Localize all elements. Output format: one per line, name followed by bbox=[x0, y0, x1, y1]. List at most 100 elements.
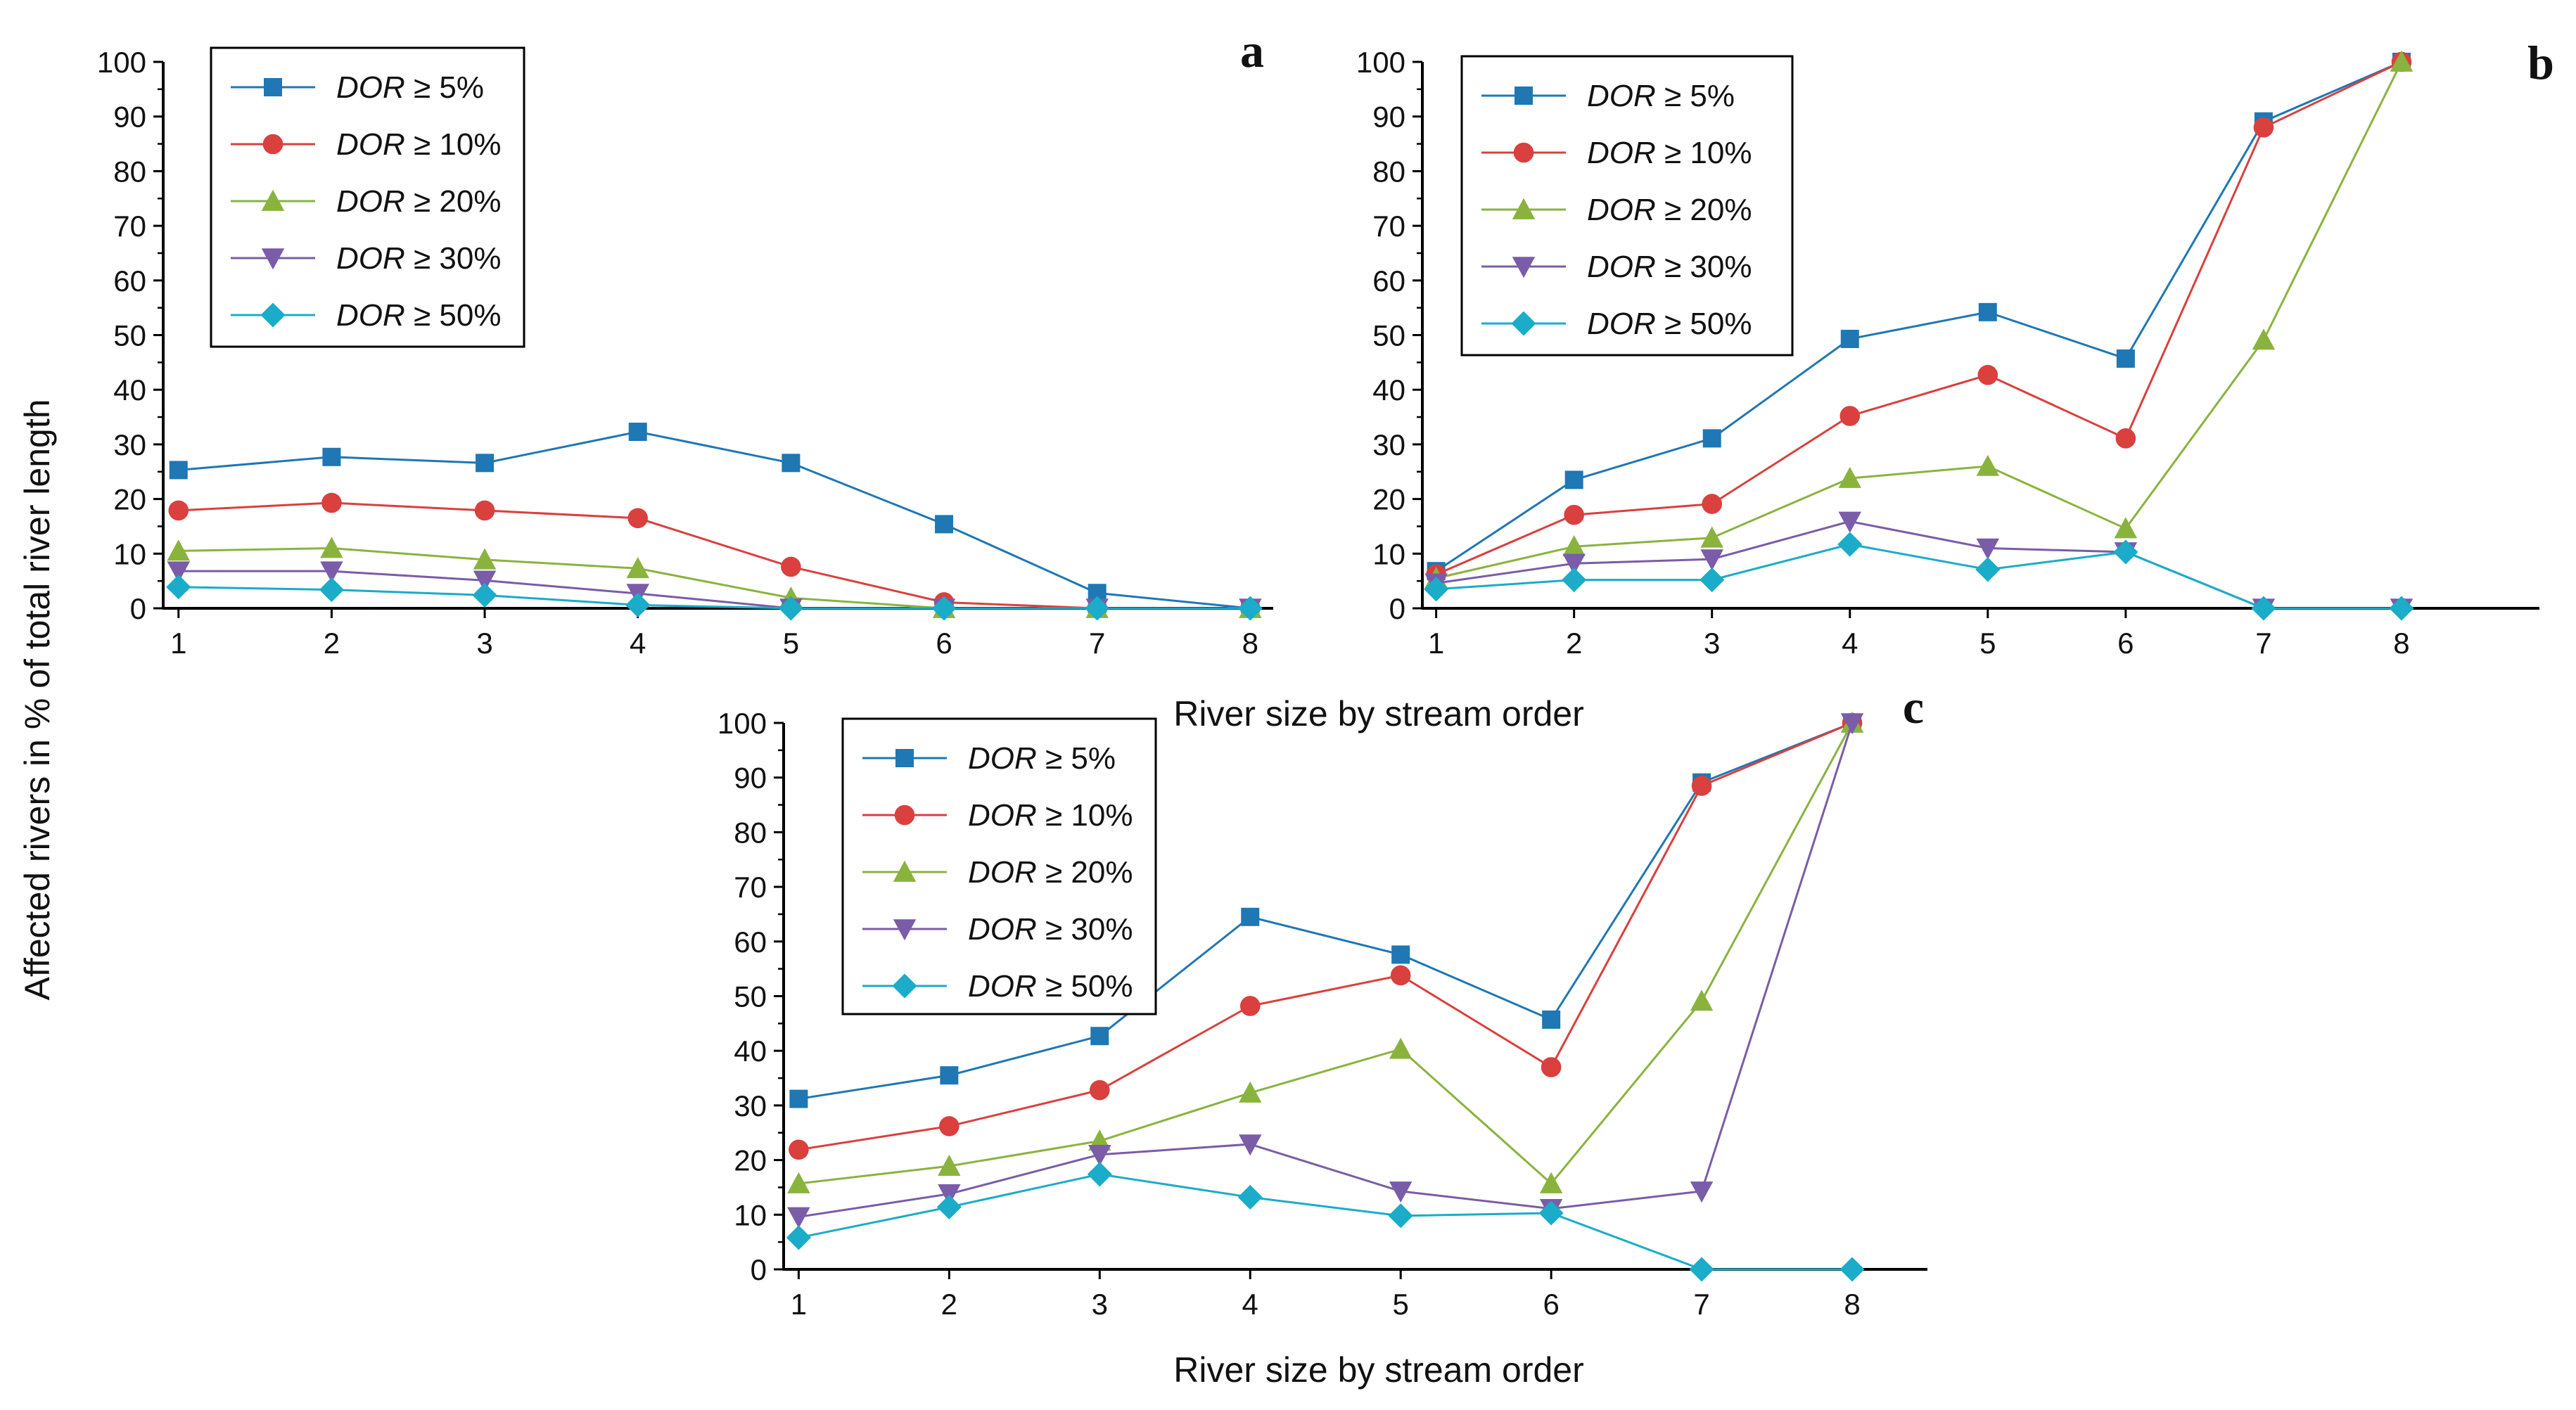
legend-label-suffix: ≥ 50% bbox=[1656, 307, 1752, 341]
y-tick-label: 0 bbox=[130, 592, 146, 625]
y-tick-label: 100 bbox=[718, 707, 767, 740]
data-point-dor10 bbox=[1390, 965, 1411, 986]
data-point-dor30 bbox=[787, 1207, 810, 1229]
legend-label: DOR ≥ 30% bbox=[1587, 250, 1752, 284]
y-tick-label: 60 bbox=[1372, 264, 1405, 297]
data-point-dor50 bbox=[2389, 596, 2414, 621]
legend-label-suffix: ≥ 30% bbox=[1656, 250, 1752, 284]
x-axis-label: River size by stream order bbox=[1173, 1350, 1584, 1390]
data-point-dor50 bbox=[1975, 557, 2001, 582]
data-point-dor10 bbox=[1564, 504, 1584, 525]
x-tick-label: 2 bbox=[1566, 627, 1582, 660]
legend-label-prefix: DOR bbox=[968, 741, 1037, 776]
series-line-dor50 bbox=[178, 586, 1251, 610]
x-tick-label: 8 bbox=[1242, 627, 1258, 660]
data-point-dor20 bbox=[938, 1154, 961, 1176]
y-tick-label: 80 bbox=[1372, 155, 1405, 188]
legend-label-suffix: ≥ 10% bbox=[405, 127, 502, 162]
data-point-dor50 bbox=[931, 596, 957, 621]
legend-label: DOR ≥ 50% bbox=[1587, 307, 1752, 341]
legend-label-prefix: DOR bbox=[336, 70, 405, 105]
panel-letter: a bbox=[1240, 24, 1264, 77]
legend-entry: DOR ≥ 50% bbox=[231, 298, 501, 333]
x-tick-label: 7 bbox=[1089, 627, 1105, 660]
x-tick-label: 6 bbox=[2117, 627, 2134, 660]
data-point-dor50 bbox=[1087, 1162, 1112, 1187]
legend-entry: DOR ≥ 10% bbox=[231, 127, 501, 162]
data-point-dor5 bbox=[782, 454, 801, 473]
y-tick-label: 90 bbox=[734, 762, 767, 795]
legend-marker bbox=[1515, 86, 1533, 105]
legend-label: DOR ≥ 20% bbox=[1587, 193, 1752, 227]
data-point-dor10 bbox=[1541, 1057, 1562, 1077]
y-tick-label: 40 bbox=[734, 1034, 767, 1068]
series-line-dor5 bbox=[178, 430, 1251, 610]
data-point-dor20 bbox=[2252, 328, 2276, 350]
data-point-dor30 bbox=[1840, 713, 1864, 735]
data-point-dor20 bbox=[787, 1172, 810, 1193]
data-point-dor20 bbox=[1700, 526, 1723, 548]
x-tick-label: 2 bbox=[941, 1288, 957, 1321]
series-line-dor20 bbox=[798, 722, 1854, 1186]
data-point-dor50 bbox=[1237, 1184, 1263, 1210]
y-tick-label: 70 bbox=[113, 210, 146, 243]
data-point-dor30 bbox=[320, 561, 343, 583]
data-point-dor30 bbox=[1838, 511, 1862, 533]
legend-label: DOR ≥ 5% bbox=[336, 70, 484, 105]
legend-entry: DOR ≥ 30% bbox=[231, 241, 501, 276]
y-tick-label: 50 bbox=[1372, 319, 1405, 352]
x-tick-label: 4 bbox=[630, 627, 646, 660]
series-line-dor10 bbox=[1436, 60, 2402, 576]
data-point-dor5 bbox=[322, 447, 341, 466]
legend-marker bbox=[1513, 142, 1534, 163]
legend-box bbox=[841, 717, 1157, 1015]
legend: DOR ≥ 5%DOR ≥ 10%DOR ≥ 20%DOR ≥ 30%DOR ≥… bbox=[210, 46, 525, 348]
x-tick-label: 8 bbox=[1844, 1288, 1860, 1321]
legend-label-prefix: DOR bbox=[968, 798, 1037, 833]
legend-entry: DOR ≥ 5% bbox=[1481, 79, 1735, 113]
legend-label-suffix: ≥ 5% bbox=[1656, 79, 1735, 113]
legend-label: DOR ≥ 10% bbox=[336, 127, 501, 162]
legend-entry: DOR ≥ 50% bbox=[862, 969, 1133, 1004]
legend-label-suffix: ≥ 5% bbox=[405, 70, 484, 105]
data-point-dor50 bbox=[2113, 539, 2138, 565]
legend-label: DOR ≥ 50% bbox=[968, 969, 1133, 1004]
x-tick-label: 6 bbox=[1543, 1288, 1559, 1321]
panel-letter: c bbox=[1903, 680, 1924, 733]
data-point-dor5 bbox=[476, 454, 495, 473]
series-line-dor5 bbox=[1435, 60, 2402, 572]
legend-label-suffix: ≥ 10% bbox=[1037, 798, 1133, 833]
panel-c-chart: 0 10 20 30 40 50 60 70 80 90 100 1 2 3 4 5 6 7 8 River size… bbox=[718, 680, 1927, 1390]
legend-marker bbox=[261, 189, 285, 211]
data-point-dor20 bbox=[167, 539, 191, 561]
legend-label-prefix: DOR bbox=[1587, 307, 1656, 341]
legend-label-prefix: DOR bbox=[336, 184, 405, 219]
data-point-dor50 bbox=[166, 575, 191, 600]
legend-label-suffix: ≥ 20% bbox=[1037, 855, 1133, 890]
legend-label-suffix: ≥ 5% bbox=[1037, 741, 1116, 776]
legend-box bbox=[210, 46, 525, 348]
data-point-dor10 bbox=[789, 1139, 809, 1160]
data-point-dor50 bbox=[786, 1225, 811, 1250]
y-tick-label: 70 bbox=[734, 871, 767, 904]
y-tick-label: 30 bbox=[1372, 428, 1405, 461]
data-point-dor10 bbox=[1839, 406, 1861, 426]
y-tick-label: 40 bbox=[113, 373, 146, 406]
data-point-dor20 bbox=[320, 537, 343, 558]
data-point-dor10 bbox=[2253, 117, 2274, 138]
y-tick-label: 10 bbox=[734, 1198, 767, 1231]
y-tick-label: 20 bbox=[1372, 483, 1405, 516]
x-tick-label: 2 bbox=[324, 627, 340, 660]
legend-label: DOR ≥ 5% bbox=[1587, 79, 1735, 113]
y-tick-label: 40 bbox=[1372, 373, 1405, 406]
data-point-dor5 bbox=[940, 1066, 959, 1085]
legend-entry: DOR ≥ 20% bbox=[862, 855, 1133, 890]
legend-entry: DOR ≥ 30% bbox=[1481, 250, 1752, 284]
legend-label: DOR ≥ 10% bbox=[1587, 136, 1752, 170]
x-tick-label: 3 bbox=[476, 627, 492, 660]
data-point-dor10 bbox=[1239, 996, 1261, 1016]
y-tick-label: 90 bbox=[113, 101, 146, 134]
data-point-dor10 bbox=[939, 1116, 959, 1136]
legend-entry: DOR ≥ 5% bbox=[862, 741, 1116, 776]
